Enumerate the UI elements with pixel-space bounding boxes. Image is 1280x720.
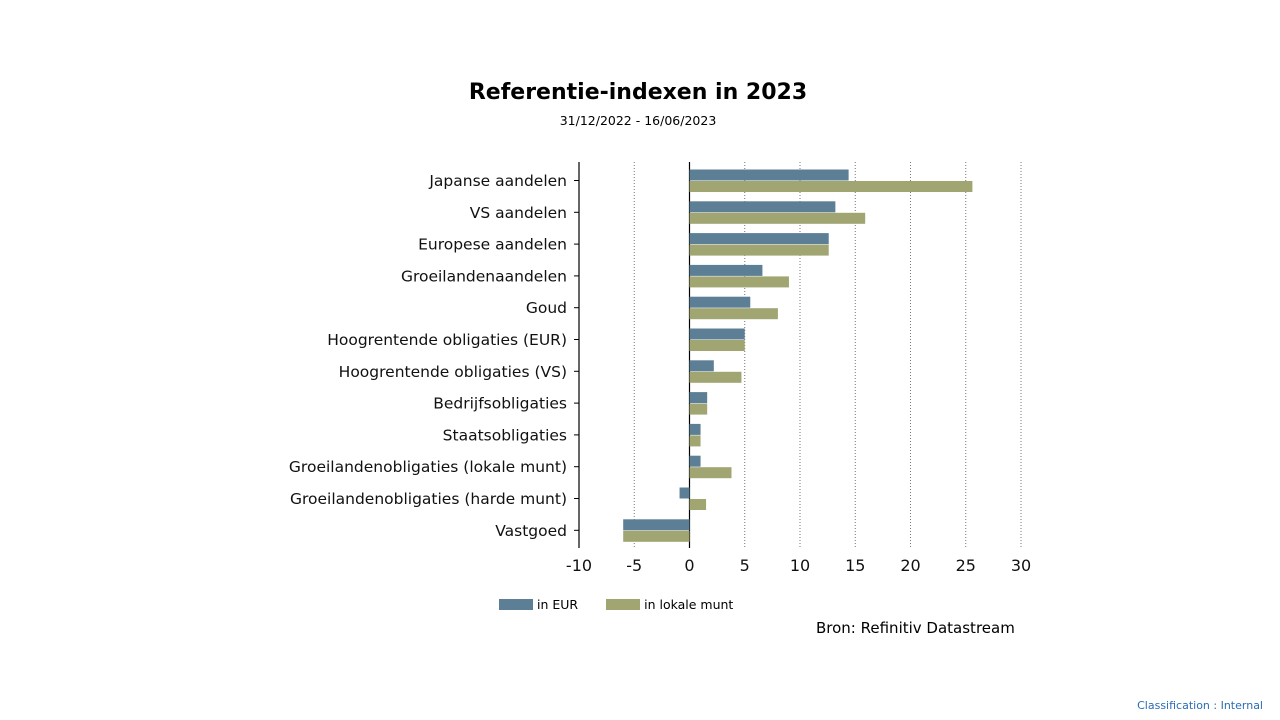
category-label: Groeilandenobligaties (lokale munt) xyxy=(289,458,567,476)
bar-local xyxy=(689,181,973,192)
legend-item-local: in lokale munt xyxy=(606,597,733,612)
bar-eur xyxy=(689,264,763,276)
x-tick-label: 20 xyxy=(900,556,920,575)
category-label: Groeilandenaandelen xyxy=(401,267,567,285)
bar-local xyxy=(689,435,701,447)
bar-eur xyxy=(689,296,751,308)
bar-eur xyxy=(689,360,714,372)
category-label: Europese aandelen xyxy=(418,236,567,254)
legend: in EUR in lokale munt xyxy=(499,597,761,612)
bar-local xyxy=(689,467,732,479)
bar-eur xyxy=(689,328,745,340)
bar-eur xyxy=(689,233,829,245)
bar-local xyxy=(623,530,690,542)
legend-label-local: in lokale munt xyxy=(644,597,734,612)
legend-swatch-eur xyxy=(499,599,533,610)
chart-title: Referentie-indexen in 2023 xyxy=(468,80,808,105)
bar-eur xyxy=(679,487,690,499)
legend-swatch-local xyxy=(606,599,641,610)
category-label: Staatsobligaties xyxy=(443,426,567,444)
bar-local xyxy=(689,371,742,383)
bar-local xyxy=(689,340,745,351)
x-tick-label: -5 xyxy=(626,556,642,575)
legend-label-eur: in EUR xyxy=(537,597,579,612)
legend-item-eur: in EUR xyxy=(499,597,578,612)
bar-local xyxy=(689,499,707,510)
bar-eur xyxy=(623,519,690,531)
category-label: Vastgoed xyxy=(495,522,567,540)
bar-local xyxy=(689,212,866,224)
category-label: Goud xyxy=(526,299,567,317)
bar-eur xyxy=(689,392,708,404)
source-note: Bron: Refinitiv Datastream xyxy=(816,619,1015,637)
x-tick-label: 25 xyxy=(956,556,976,575)
x-tick-label: 30 xyxy=(1011,556,1031,575)
x-tick-label: 5 xyxy=(740,556,750,575)
category-label: Japanse aandelen xyxy=(428,172,567,190)
bar-local xyxy=(689,308,778,320)
category-label: Hoogrentende obligaties (VS) xyxy=(339,363,567,381)
bar-eur xyxy=(689,201,836,213)
category-label: Groeilandenobligaties (harde munt) xyxy=(290,490,567,508)
bar-eur xyxy=(689,423,701,435)
category-label: Hoogrentende obligaties (EUR) xyxy=(327,331,567,349)
classification-label: Classification : Internal xyxy=(1137,699,1263,712)
bar-local xyxy=(689,403,708,415)
chart-subtitle: 31/12/2022 - 16/06/2023 xyxy=(559,113,717,128)
bar-eur xyxy=(689,455,701,467)
x-tick-label: -10 xyxy=(566,556,592,575)
category-label: VS aandelen xyxy=(470,204,567,222)
x-tick-label: 15 xyxy=(845,556,865,575)
x-tick-label: 0 xyxy=(684,556,694,575)
x-tick-label: 10 xyxy=(790,556,810,575)
category-label: Bedrijfsobligaties xyxy=(433,395,567,413)
bar-eur xyxy=(689,169,849,181)
bar-local xyxy=(689,276,789,288)
bar-local xyxy=(689,244,829,256)
